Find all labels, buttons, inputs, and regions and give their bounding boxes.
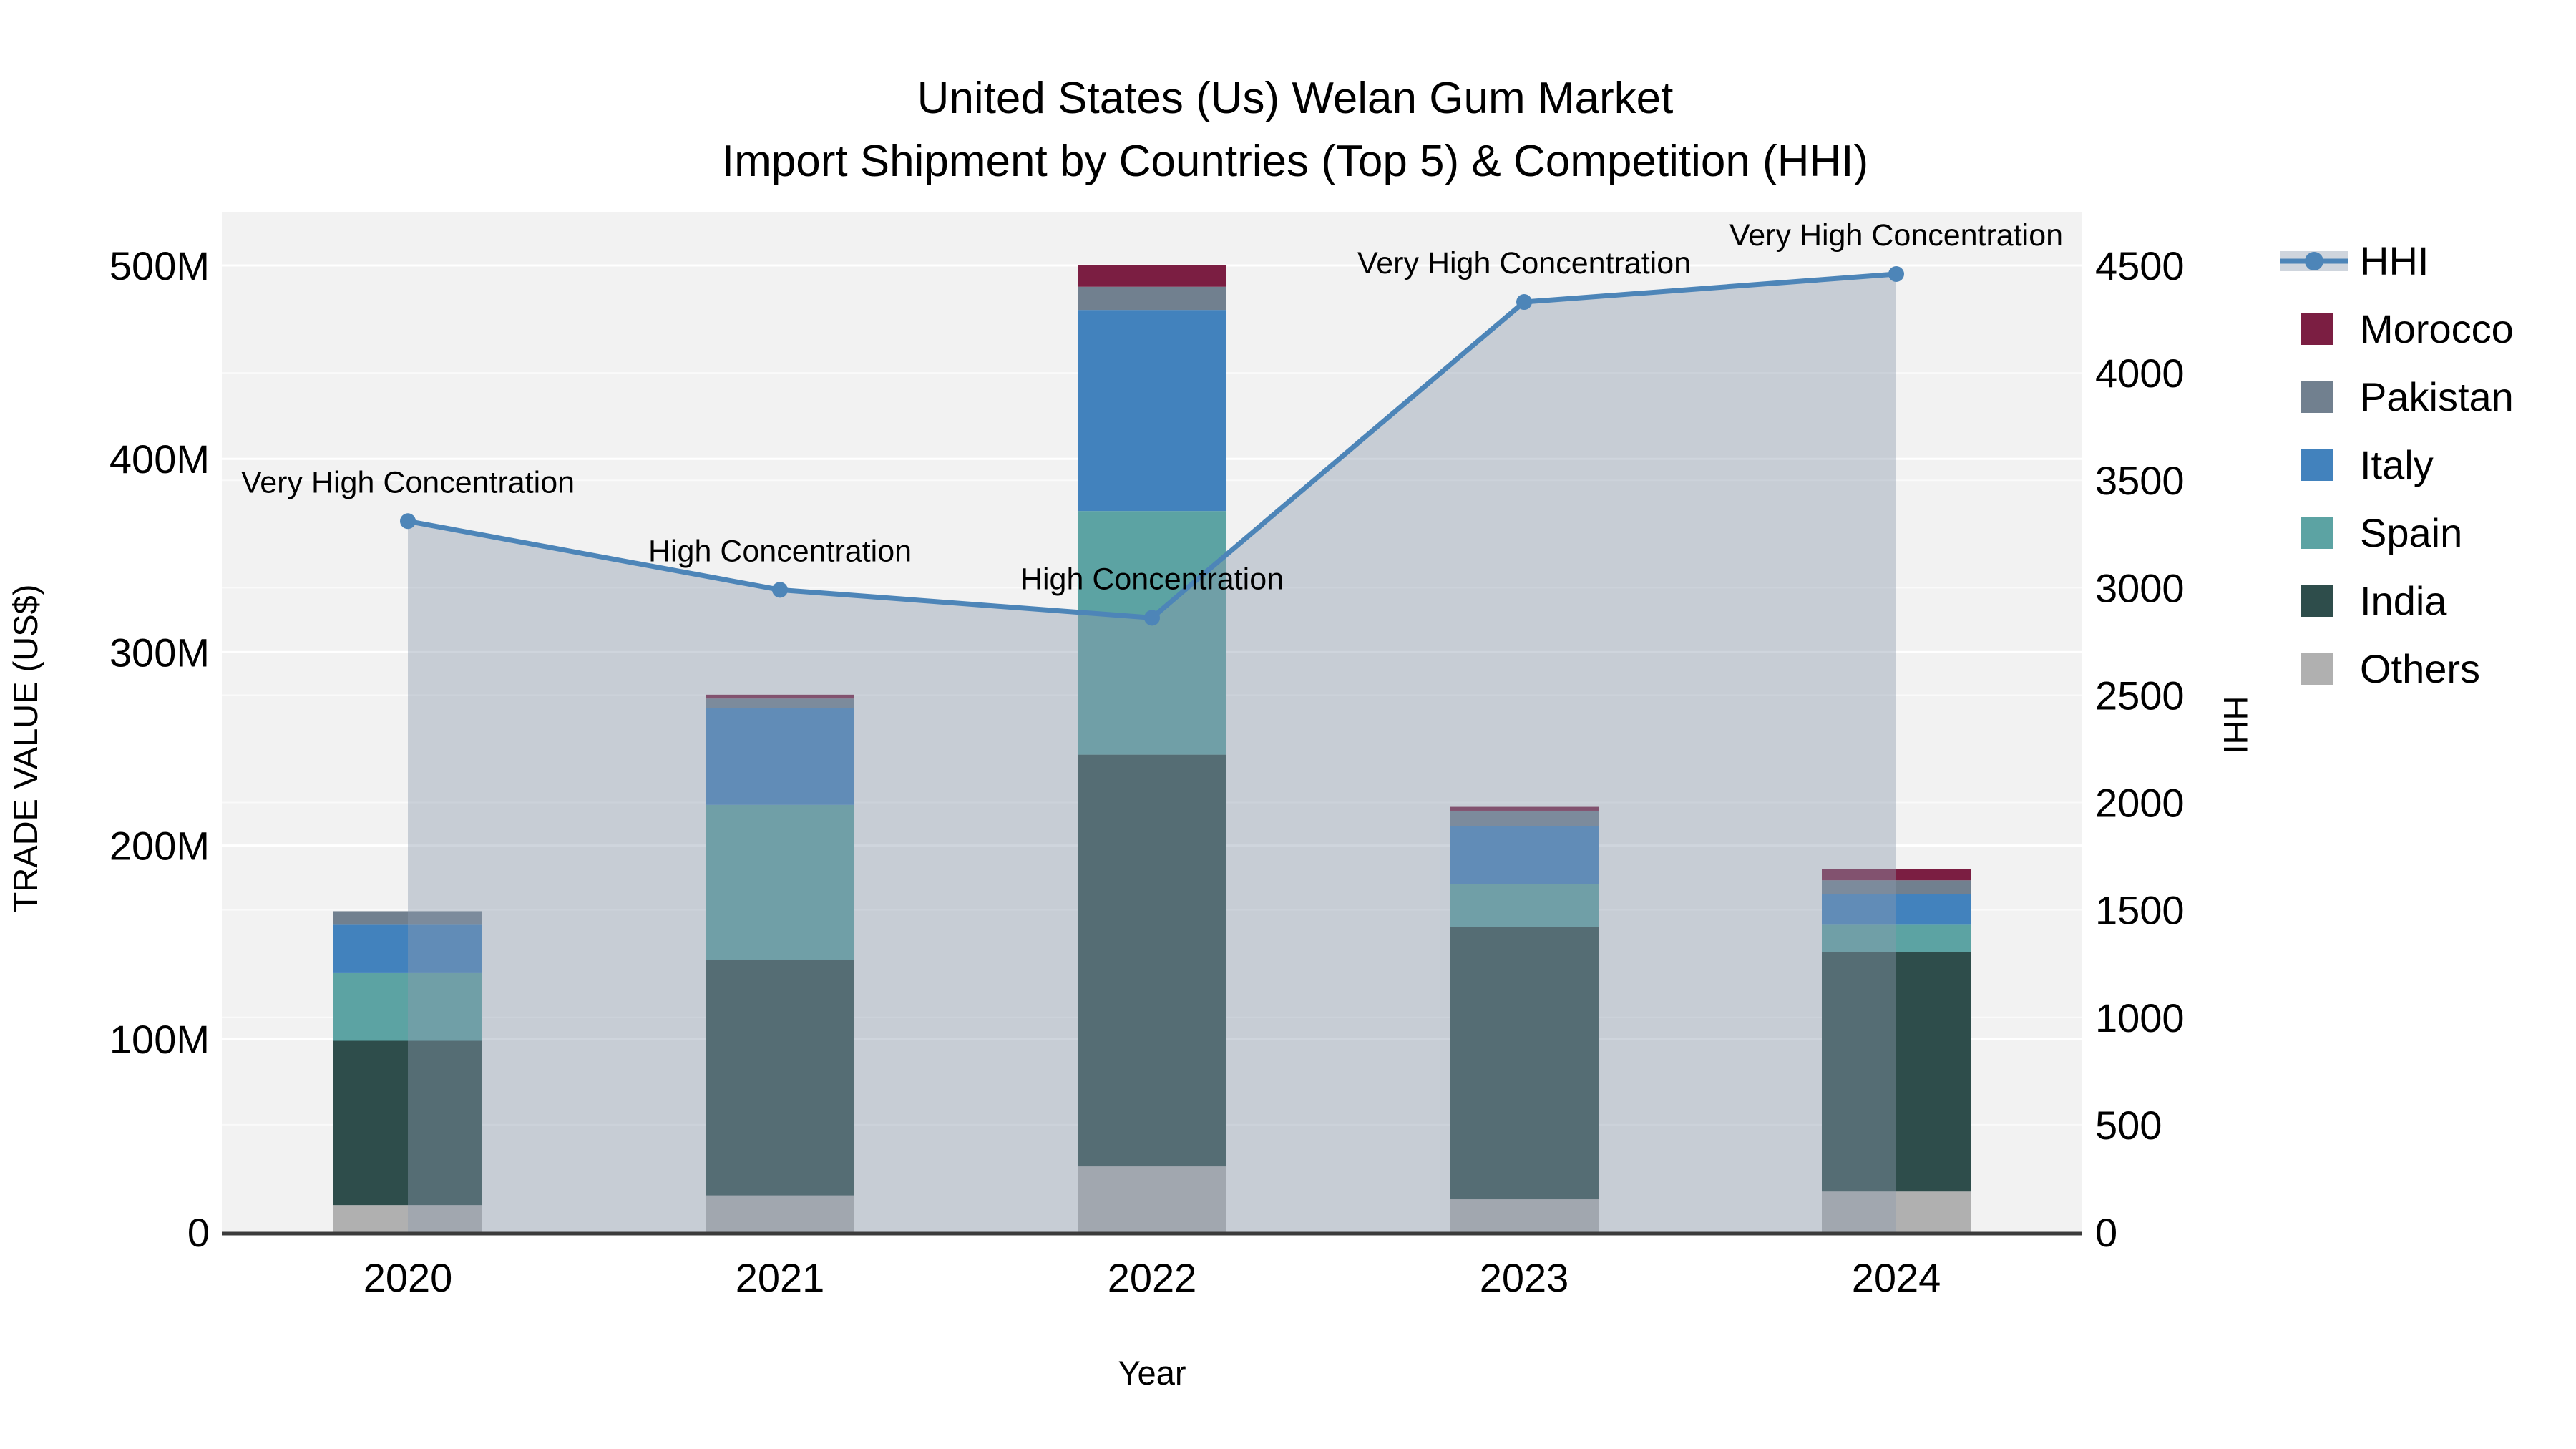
legend-item-morocco[interactable]: Morocco <box>2301 306 2514 351</box>
hhi-marker-2024 <box>1888 266 1904 283</box>
hhi-markers <box>400 266 1904 626</box>
bar-segment-pakistan-2021 <box>706 698 854 708</box>
bar-segment-morocco-2021 <box>706 694 854 699</box>
legend-swatch-india <box>2301 585 2333 617</box>
legend-swatch-pakistan <box>2301 381 2333 413</box>
y-right-tick-4000: 4000 <box>2095 351 2185 396</box>
legend-item-spain[interactable]: Spain <box>2301 510 2462 555</box>
bar-segment-others-2023 <box>1450 1199 1599 1232</box>
bar-segment-india-2022 <box>1078 754 1226 1167</box>
legend-label-spain: Spain <box>2360 510 2462 555</box>
legend: HHI Morocco Pakistan Italy Spain India Others <box>2280 238 2514 691</box>
bar-segment-italy-2022 <box>1078 310 1226 512</box>
hhi-marker-2021 <box>772 582 788 598</box>
annotation-2024: Very High Concentration <box>1729 218 2063 253</box>
x-tick-2022: 2022 <box>1108 1255 1197 1300</box>
annotation-2021: High Concentration <box>648 534 912 568</box>
annotation-2023: Very High Concentration <box>1357 246 1691 280</box>
y-right-tick-500: 500 <box>2095 1103 2162 1148</box>
x-tick-2021: 2021 <box>736 1255 825 1300</box>
hhi-marker-2022 <box>1144 610 1160 626</box>
y-right-tick-2000: 2000 <box>2095 781 2185 826</box>
bar-segment-spain-2020 <box>333 972 482 1041</box>
y-right-tick-4500: 4500 <box>2095 243 2185 288</box>
bar-segment-india-2023 <box>1450 927 1599 1200</box>
y-right-tick-1500: 1500 <box>2095 888 2185 933</box>
legend-swatch-others <box>2301 653 2333 685</box>
legend-swatch-spain <box>2301 517 2333 549</box>
bar-segment-pakistan-2020 <box>333 911 482 925</box>
legend-label-others: Others <box>2360 646 2480 691</box>
y-left-tick-300M: 300M <box>109 630 210 675</box>
legend-label-morocco: Morocco <box>2360 306 2514 351</box>
chart-title-line2: Import Shipment by Countries (Top 5) & C… <box>722 137 1868 186</box>
bar-segment-italy-2023 <box>1450 826 1599 884</box>
bar-segment-india-2024 <box>1822 952 1971 1192</box>
bar-segment-others-2022 <box>1078 1166 1226 1232</box>
bar-segment-morocco-2023 <box>1450 806 1599 811</box>
bar-segment-pakistan-2022 <box>1078 286 1226 311</box>
legend-hhi-marker-icon <box>2305 252 2323 270</box>
y-right-tick-3500: 3500 <box>2095 458 2185 503</box>
x-axis-title: Year <box>1118 1354 1186 1392</box>
stacked-bars <box>333 265 1971 1232</box>
legend-item-italy[interactable]: Italy <box>2301 442 2434 487</box>
bar-segment-morocco-2022 <box>1078 265 1226 287</box>
y-left-tick-400M: 400M <box>109 436 210 482</box>
y-left-tick-0: 0 <box>187 1210 210 1255</box>
bar-segment-italy-2024 <box>1822 894 1971 925</box>
legend-label-pakistan: Pakistan <box>2360 374 2514 419</box>
y-right-tick-2500: 2500 <box>2095 673 2185 718</box>
legend-swatch-italy <box>2301 449 2333 481</box>
x-tick-2020: 2020 <box>364 1255 453 1300</box>
y-right-tick-0: 0 <box>2095 1210 2117 1255</box>
annotation-2022: High Concentration <box>1020 562 1284 596</box>
bar-segment-spain-2021 <box>706 804 854 960</box>
hhi-area <box>408 274 1896 1232</box>
hhi-marker-2020 <box>400 513 416 530</box>
x-tick-2024: 2024 <box>1852 1255 1941 1300</box>
annotation-2020: Very High Concentration <box>241 465 575 499</box>
hhi-marker-2023 <box>1516 294 1532 311</box>
bar-segment-spain-2023 <box>1450 884 1599 927</box>
legend-item-pakistan[interactable]: Pakistan <box>2301 374 2514 419</box>
axis-tick-labels: 0 100M 200M 300M 400M 500M 0 500 1000 1500 2000 250… <box>109 243 2185 1300</box>
bar-segment-india-2020 <box>333 1040 482 1206</box>
bar-segment-italy-2020 <box>333 924 482 973</box>
legend-label-italy: Italy <box>2360 442 2434 487</box>
y-left-tick-200M: 200M <box>109 824 210 869</box>
legend-item-others[interactable]: Others <box>2301 646 2480 691</box>
bar-segment-india-2021 <box>706 960 854 1196</box>
bar-segment-italy-2021 <box>706 708 854 805</box>
bar-segment-spain-2024 <box>1822 924 1971 952</box>
annotations: Very High Concentration High Concentratio… <box>241 218 2063 596</box>
x-tick-2023: 2023 <box>1480 1255 1569 1300</box>
bar-segment-pakistan-2024 <box>1822 880 1971 894</box>
y-left-axis-title: TRADE VALUE (US$) <box>6 585 44 913</box>
hhi-area-fill <box>408 274 1896 1232</box>
bar-segment-others-2024 <box>1822 1191 1971 1232</box>
bar-segment-morocco-2024 <box>1822 869 1971 881</box>
chart-title-line1: United States (Us) Welan Gum Market <box>917 74 1674 123</box>
legend-label-hhi: HHI <box>2360 238 2429 283</box>
bar-segment-pakistan-2023 <box>1450 810 1599 826</box>
y-right-axis-title: HHI <box>2217 696 2255 754</box>
bar-segment-others-2020 <box>333 1205 482 1232</box>
bar-segment-spain-2022 <box>1078 511 1226 755</box>
legend-swatch-morocco <box>2301 313 2333 345</box>
y-right-tick-3000: 3000 <box>2095 565 2185 610</box>
y-left-tick-500M: 500M <box>109 243 210 288</box>
y-right-tick-1000: 1000 <box>2095 995 2185 1040</box>
y-left-tick-100M: 100M <box>109 1017 210 1062</box>
legend-item-hhi[interactable]: HHI <box>2280 238 2429 283</box>
legend-item-india[interactable]: India <box>2301 578 2447 623</box>
bar-segment-others-2021 <box>706 1195 854 1232</box>
legend-label-india: India <box>2360 578 2447 623</box>
